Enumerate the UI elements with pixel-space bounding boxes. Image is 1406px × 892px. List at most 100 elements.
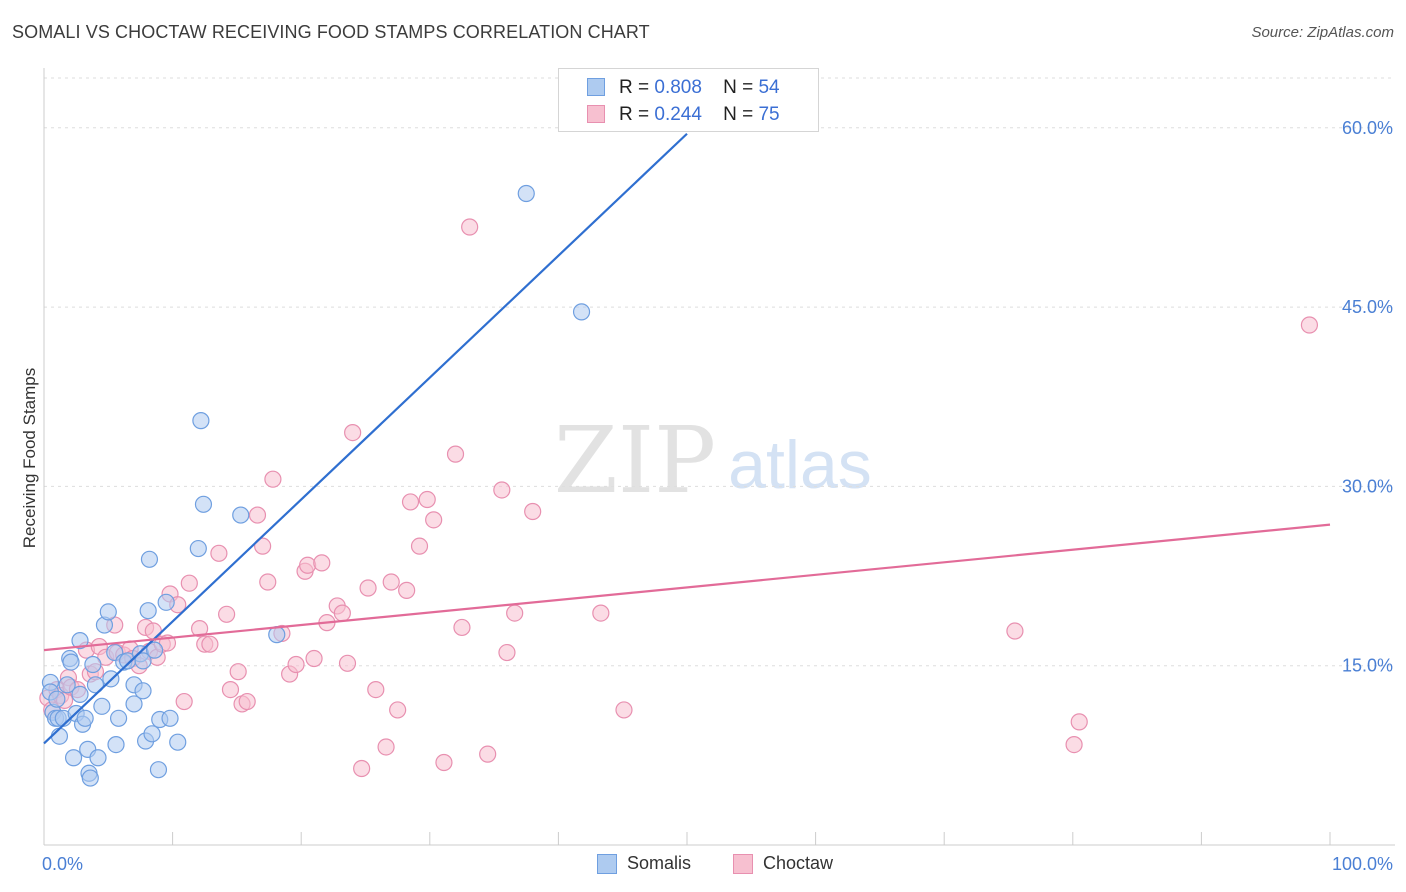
choctaw-point xyxy=(218,605,236,623)
choctaw-point xyxy=(248,506,267,524)
choctaw-point xyxy=(259,573,277,591)
somali-point xyxy=(140,550,159,568)
axis-labels: 15.0% 30.0% 45.0% 60.0% 0.0% 100.0% Receiving … xyxy=(20,118,1393,874)
somali-point xyxy=(161,709,179,727)
somali-points xyxy=(41,184,591,787)
somali-point xyxy=(232,506,250,524)
x-tick-label: 100.0% xyxy=(1332,854,1393,874)
somali-point xyxy=(107,735,125,754)
choctaw-point xyxy=(229,663,247,681)
somali-point xyxy=(84,655,102,674)
y-tick-label: 45.0% xyxy=(1342,297,1393,317)
choctaw-points xyxy=(39,218,1319,778)
legend-swatch-somalis xyxy=(587,78,605,96)
somali-point xyxy=(76,709,94,727)
somali-point xyxy=(134,652,152,670)
choctaw-point xyxy=(382,573,400,591)
legend-n-value: 54 xyxy=(758,77,780,98)
choctaw-point xyxy=(410,537,429,555)
legend-swatch-choctaw xyxy=(587,105,605,123)
choctaw-point xyxy=(305,649,323,668)
choctaw-point xyxy=(425,511,443,529)
somali-point xyxy=(134,682,152,700)
somali-point xyxy=(99,603,117,621)
watermark-zip: ZIP xyxy=(554,407,716,514)
legend-row-choctaw: R = 0.244 N = 75 xyxy=(559,102,818,128)
choctaw-point xyxy=(435,753,453,772)
choctaw-point xyxy=(398,581,416,599)
x-tick-label: 0.0% xyxy=(42,854,83,874)
somali-point xyxy=(169,733,187,751)
choctaw-point xyxy=(191,620,209,638)
choctaw-point xyxy=(333,604,351,622)
somali-point xyxy=(145,641,164,659)
choctaw-point xyxy=(287,655,305,674)
somali-point xyxy=(157,593,175,611)
bottom-legend-label-choctaw: Choctaw xyxy=(763,853,834,873)
y-tick-label: 30.0% xyxy=(1342,476,1393,496)
bottom-legend-label-somalis: Somalis xyxy=(627,853,692,873)
choctaw-point xyxy=(359,579,377,597)
choctaw-point xyxy=(221,680,240,699)
somali-point xyxy=(194,495,213,513)
somali-point xyxy=(517,184,535,203)
legend-stats-choctaw: R = 0.244 N = 75 xyxy=(619,104,780,126)
choctaw-point xyxy=(313,554,331,572)
y-tick-label: 15.0% xyxy=(1342,656,1393,676)
somali-point xyxy=(71,685,89,703)
somali-point xyxy=(58,676,76,694)
choctaw-point xyxy=(1070,713,1088,731)
legend-r-label: R = xyxy=(619,77,650,98)
choctaw-point xyxy=(1300,316,1319,334)
somali-point xyxy=(50,727,69,745)
somali-point xyxy=(125,695,143,713)
grid-lines xyxy=(44,77,1395,667)
choctaw-point xyxy=(461,218,479,236)
somali-point xyxy=(189,539,207,558)
choctaw-point xyxy=(180,574,198,592)
bottom-legend-swatch-choctaw xyxy=(733,854,753,874)
somali-point xyxy=(89,749,107,767)
legend-r-label: R = xyxy=(619,104,650,125)
choctaw-point xyxy=(615,701,633,719)
somali-point xyxy=(62,653,80,671)
somali-point xyxy=(81,769,99,787)
somali-point xyxy=(64,749,83,767)
chart-title: SOMALI VS CHOCTAW RECEIVING FOOD STAMPS … xyxy=(12,22,650,42)
somali-point xyxy=(109,709,128,727)
choctaw-point xyxy=(401,493,420,511)
somali-point xyxy=(572,303,591,321)
choctaw-point xyxy=(493,481,511,499)
choctaw-point xyxy=(338,654,357,672)
somali-point xyxy=(86,676,105,694)
y-axis-title: Receiving Food Stamps xyxy=(20,368,39,548)
choctaw-point xyxy=(377,738,395,756)
somali-point xyxy=(149,761,168,779)
choctaw-point xyxy=(201,635,219,653)
choctaw-point xyxy=(446,445,465,463)
choctaw-point xyxy=(254,537,272,555)
somali-point xyxy=(93,697,111,715)
watermark: ZIP atlas xyxy=(554,407,872,514)
choctaw-point xyxy=(353,759,371,778)
somali-point xyxy=(143,725,161,743)
bottom-legend-swatch-somalis xyxy=(597,854,617,874)
correlation-legend: R = 0.808 N = 54 R = 0.244 N = 75 xyxy=(558,68,819,132)
axes xyxy=(43,68,1395,846)
choctaw-point xyxy=(210,544,228,562)
choctaw-point xyxy=(389,701,407,719)
legend-r-value: 0.244 xyxy=(654,104,702,125)
choctaw-point xyxy=(1065,735,1083,754)
trend-lines xyxy=(43,132,1331,745)
choctaw-point xyxy=(453,618,471,637)
choctaw-trend-line xyxy=(43,523,1331,652)
choctaw-point xyxy=(524,502,542,521)
choctaw-point xyxy=(367,680,385,699)
legend-n-label: N = xyxy=(723,77,754,98)
choctaw-point xyxy=(1006,622,1024,640)
choctaw-point xyxy=(592,604,610,622)
choctaw-point xyxy=(299,556,317,574)
choctaw-point xyxy=(175,692,193,711)
legend-stats-somalis: R = 0.808 N = 54 xyxy=(619,77,780,99)
